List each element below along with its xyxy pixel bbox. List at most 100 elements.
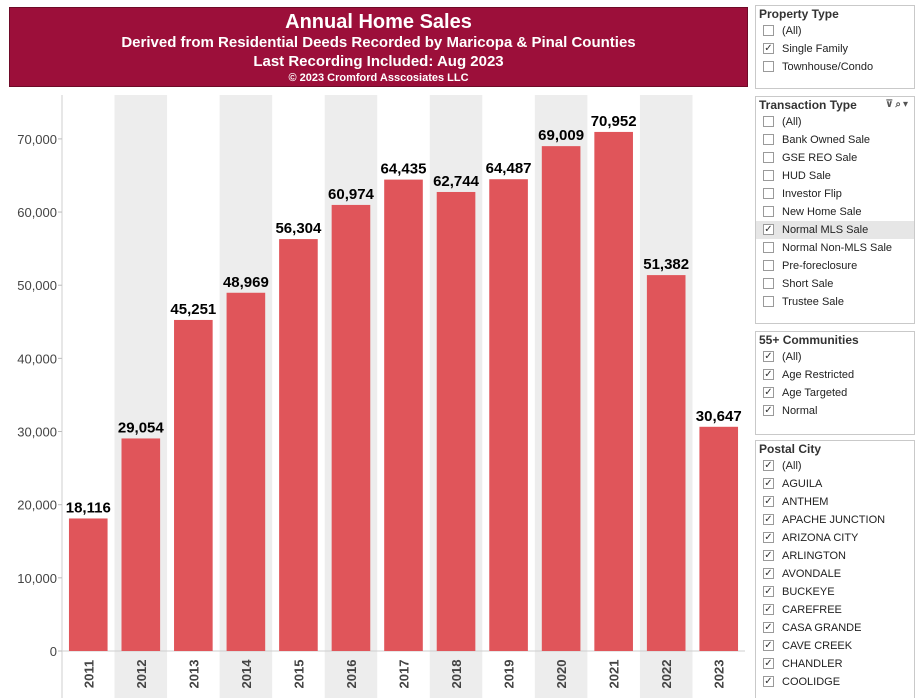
postal-city-filter: Postal City ✓ (All) ✓ AGUILA ✓ ANTHEM ✓ APACHE … bbox=[755, 440, 915, 698]
filter-option[interactable]: Short Sale bbox=[756, 275, 914, 293]
checkbox[interactable] bbox=[763, 242, 774, 253]
checkbox[interactable]: ✓ bbox=[763, 658, 774, 669]
filter-option[interactable]: Normal Non-MLS Sale bbox=[756, 239, 914, 257]
filter-option[interactable]: ✓ (All) bbox=[756, 348, 914, 366]
filter-option[interactable]: GSE REO Sale bbox=[756, 149, 914, 167]
checkbox[interactable]: ✓ bbox=[763, 532, 774, 543]
x-tick-label: 2011 bbox=[81, 660, 96, 688]
filter-option-label: ARLINGTON bbox=[782, 550, 846, 562]
filter-option-label: GSE REO Sale bbox=[782, 152, 858, 164]
bar-value-label: 29,054 bbox=[118, 419, 165, 436]
filter-option[interactable]: (All) bbox=[756, 22, 914, 40]
filter-option[interactable]: Investor Flip bbox=[756, 185, 914, 203]
checkbox[interactable] bbox=[763, 152, 774, 163]
checkbox[interactable]: ✓ bbox=[763, 496, 774, 507]
checkbox[interactable]: ✓ bbox=[763, 224, 774, 235]
search-icon[interactable]: ⌕ bbox=[895, 99, 903, 110]
checkbox[interactable]: ✓ bbox=[763, 604, 774, 615]
checkbox[interactable] bbox=[763, 206, 774, 217]
x-tick-label: 2021 bbox=[607, 660, 622, 689]
checkbox[interactable] bbox=[763, 278, 774, 289]
filter-option[interactable]: ✓ APACHE JUNCTION bbox=[756, 511, 914, 529]
filter-option[interactable]: ✓ BUCKEYE bbox=[756, 583, 914, 601]
checkbox[interactable] bbox=[763, 188, 774, 199]
checkbox[interactable]: ✓ bbox=[763, 514, 774, 525]
x-tick-label: 2017 bbox=[397, 660, 412, 689]
filter-option[interactable]: Townhouse/Condo bbox=[756, 58, 914, 76]
filter-option[interactable]: Bank Owned Sale bbox=[756, 131, 914, 149]
filter-option-label: (All) bbox=[782, 116, 802, 128]
checkbox[interactable] bbox=[763, 296, 774, 307]
filter-option[interactable]: ✓ ANTHEM bbox=[756, 493, 914, 511]
y-tick-label: 60,000 bbox=[17, 205, 57, 220]
filter-option-label: Bank Owned Sale bbox=[782, 134, 871, 146]
property-type-filter: Property Type (All) ✓ Single Family Townhou… bbox=[755, 5, 915, 89]
checkbox[interactable]: ✓ bbox=[763, 351, 774, 362]
filter-option[interactable]: ✓ Normal bbox=[756, 402, 914, 420]
dropdown-arrow-icon[interactable]: ▾ bbox=[902, 99, 910, 110]
y-tick-label: 40,000 bbox=[17, 351, 57, 366]
filter-option[interactable]: ✓ CAVE CREEK bbox=[756, 637, 914, 655]
clear-filter-icon[interactable]: ⊽ bbox=[885, 99, 896, 110]
filter-option[interactable]: ✓ Age Restricted bbox=[756, 366, 914, 384]
checkbox[interactable]: ✓ bbox=[763, 550, 774, 561]
x-tick-label: 2022 bbox=[659, 660, 674, 689]
checkbox[interactable]: ✓ bbox=[763, 640, 774, 651]
y-tick-label: 0 bbox=[50, 644, 57, 659]
checkbox[interactable]: ✓ bbox=[763, 369, 774, 380]
checkbox[interactable]: ✓ bbox=[763, 586, 774, 597]
filter-option[interactable]: ✓ CASA GRANDE bbox=[756, 619, 914, 637]
filter-option[interactable]: ✓ Normal MLS Sale bbox=[756, 221, 914, 239]
x-tick-label: 2019 bbox=[502, 660, 517, 689]
y-tick-label: 20,000 bbox=[17, 498, 57, 513]
checkbox[interactable]: ✓ bbox=[763, 387, 774, 398]
checkbox[interactable]: ✓ bbox=[763, 478, 774, 489]
x-tick-label: 2018 bbox=[449, 660, 464, 689]
filter-option[interactable]: Pre-foreclosure bbox=[756, 257, 914, 275]
filter-option[interactable]: ✓ CHANDLER bbox=[756, 655, 914, 673]
filter-option-label: (All) bbox=[782, 351, 802, 363]
filter-option-label: Normal bbox=[782, 405, 818, 417]
bar-value-label: 51,382 bbox=[643, 256, 689, 273]
filter-option[interactable]: ✓ Age Targeted bbox=[756, 384, 914, 402]
checkbox[interactable] bbox=[763, 260, 774, 271]
filter-option-label: AVONDALE bbox=[782, 568, 842, 580]
filter-option[interactable]: Trustee Sale bbox=[756, 293, 914, 311]
filter-option[interactable]: ✓ ARLINGTON bbox=[756, 547, 914, 565]
x-tick-label: 2023 bbox=[712, 660, 727, 689]
filter-option-label: AGUILA bbox=[782, 478, 823, 490]
filter-option[interactable]: ✓ ARIZONA CITY bbox=[756, 529, 914, 547]
transaction-type-title: Transaction Type bbox=[759, 98, 857, 112]
filter-option[interactable]: New Home Sale bbox=[756, 203, 914, 221]
filter-option[interactable]: ✓ AGUILA bbox=[756, 475, 914, 493]
checkbox[interactable] bbox=[763, 116, 774, 127]
filter-option-label: New Home Sale bbox=[782, 206, 862, 218]
bar bbox=[594, 131, 633, 651]
property-type-title: Property Type bbox=[759, 7, 839, 21]
checkbox[interactable]: ✓ bbox=[763, 405, 774, 416]
chart-header: Annual Home Sales Derived from Residenti… bbox=[9, 7, 748, 87]
checkbox[interactable]: ✓ bbox=[763, 568, 774, 579]
checkbox[interactable] bbox=[763, 170, 774, 181]
filter-option[interactable]: ✓ COOLIDGE bbox=[756, 673, 914, 691]
filter-option[interactable]: HUD Sale bbox=[756, 167, 914, 185]
filter-option-label: CAREFREE bbox=[782, 604, 842, 616]
checkbox[interactable] bbox=[763, 134, 774, 145]
filter-option[interactable]: ✓ AVONDALE bbox=[756, 565, 914, 583]
filter-option[interactable]: ✓ (All) bbox=[756, 457, 914, 475]
filter-option[interactable]: ✓ Single Family bbox=[756, 40, 914, 58]
filter-option[interactable]: ✓ CAREFREE bbox=[756, 601, 914, 619]
checkbox[interactable]: ✓ bbox=[763, 460, 774, 471]
checkbox[interactable] bbox=[763, 61, 774, 72]
filter-option[interactable]: (All) bbox=[756, 113, 914, 131]
checkbox[interactable]: ✓ bbox=[763, 622, 774, 633]
bar bbox=[436, 191, 476, 652]
filter-option-label: HUD Sale bbox=[782, 170, 831, 182]
checkbox[interactable]: ✓ bbox=[763, 676, 774, 687]
bar bbox=[226, 292, 266, 651]
bar bbox=[121, 438, 161, 651]
bar-chart: 0 10,000 20,000 30,000 40,000 50,000 60,000 70,… bbox=[17, 95, 745, 698]
bar bbox=[489, 179, 528, 651]
checkbox[interactable]: ✓ bbox=[763, 43, 774, 54]
checkbox[interactable] bbox=[763, 25, 774, 36]
